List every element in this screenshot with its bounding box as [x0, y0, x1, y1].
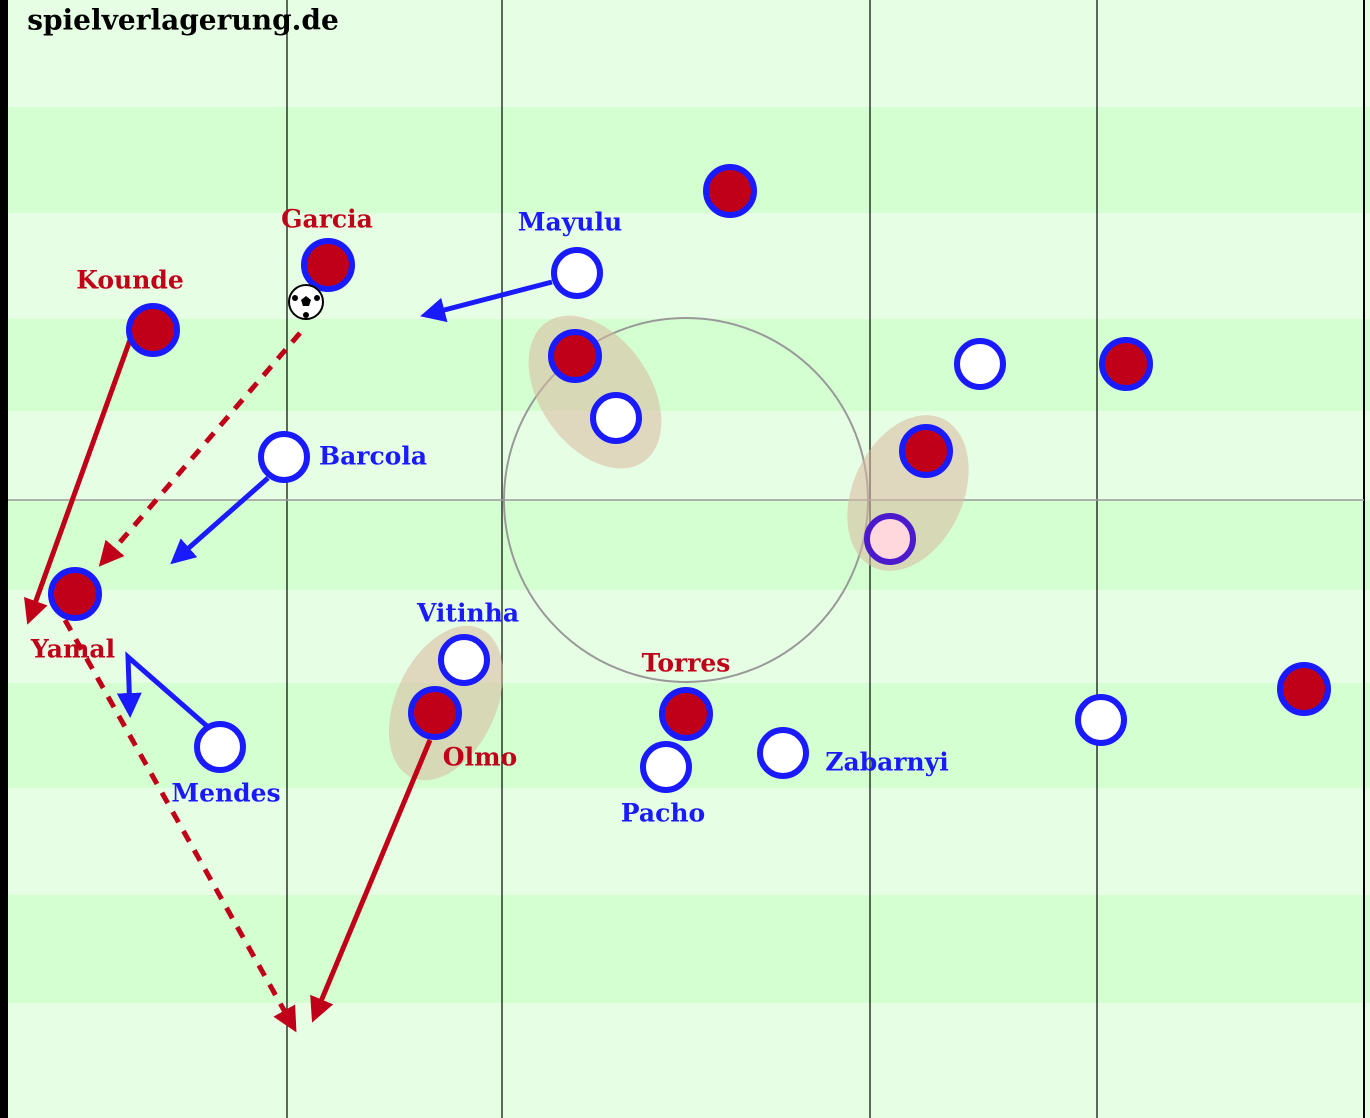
player-label: Vitinha [416, 599, 519, 628]
ball [288, 284, 324, 320]
arrows [24, 279, 553, 1033]
player-label: Kounde [76, 266, 184, 295]
player-label: Barcola [319, 442, 427, 471]
player-label: Zabarnyi [825, 748, 949, 777]
player-label: Mayulu [518, 208, 622, 237]
player-label: Yamal [30, 635, 115, 664]
player-label: Pacho [621, 799, 705, 828]
watermark: spielverlagerung.de [27, 4, 339, 37]
player-label: Mendes [171, 779, 280, 808]
player-label: Garcia [281, 205, 373, 234]
player-label: Torres [642, 649, 731, 678]
player-label: Olmo [443, 743, 517, 772]
players [48, 164, 1331, 793]
